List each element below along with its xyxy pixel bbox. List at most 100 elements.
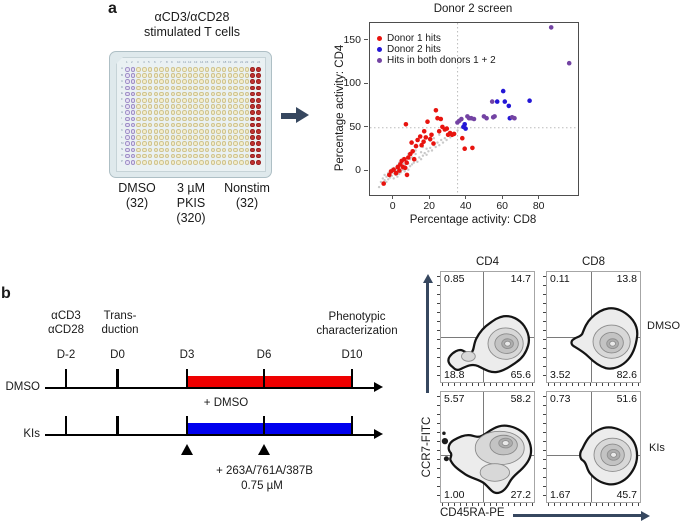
- plate-well: [182, 141, 187, 146]
- timeline-row1-label: DMSO: [5, 381, 41, 393]
- quad-value-lr: 27.2: [510, 489, 531, 501]
- timeline-row2-arrow-icon: [374, 429, 383, 439]
- plate-well: [142, 91, 147, 97]
- plate-well: [136, 73, 141, 78]
- plate-well: [136, 110, 141, 115]
- plate-well: [159, 135, 164, 140]
- plate-well: [170, 160, 176, 165]
- plate-row-letter: D: [120, 86, 123, 89]
- plate-well: [199, 79, 204, 84]
- plate-well: [147, 91, 153, 97]
- kis-dose-label: 0.75 µM: [241, 480, 283, 492]
- plate-well: [210, 91, 216, 97]
- timeline-row2-line: [45, 433, 374, 436]
- plate-well: [153, 129, 159, 134]
- plate-row-letter: L: [120, 135, 123, 139]
- plate-well: [256, 129, 261, 134]
- plate-well: [147, 122, 153, 128]
- plate-col-number: 2: [131, 61, 133, 64]
- plate-well: [125, 91, 130, 97]
- plate-well: [130, 153, 136, 159]
- plate-well: [153, 153, 159, 159]
- scatter-plot-area: [369, 22, 579, 196]
- plate-well: [176, 98, 181, 103]
- plate-well: [233, 104, 238, 109]
- plate-well: [210, 85, 216, 91]
- plate-well: [182, 116, 187, 122]
- contour-plot: [570, 307, 639, 370]
- plate-well: [136, 79, 141, 84]
- timeline-row1-line: [45, 386, 374, 389]
- plate-well: [244, 153, 250, 159]
- timeline-tick: [64, 416, 68, 436]
- contour-plot: [441, 424, 533, 495]
- plate-well: [227, 147, 233, 153]
- plate-well: [176, 67, 181, 72]
- flow-yticks: [543, 276, 546, 380]
- plate-well: [199, 153, 204, 159]
- quadrant-vline: [482, 272, 484, 382]
- plate-well: [250, 135, 255, 140]
- plate-well: [233, 129, 238, 134]
- plate-well: [125, 147, 130, 153]
- plate-well: [147, 104, 153, 109]
- plate-well: [153, 98, 159, 103]
- plate-well: [216, 98, 221, 103]
- plate-well: [193, 122, 198, 128]
- legend-label-both: Hits in both donors 1 + 2: [387, 55, 496, 66]
- plate-well: [199, 129, 204, 134]
- quad-value-ll: 3.52: [550, 369, 571, 381]
- plate-col-number: 3: [137, 61, 139, 64]
- plate-well: [210, 104, 216, 109]
- plate-well: [244, 135, 250, 140]
- plate-well: [244, 129, 250, 134]
- plate-well: [182, 79, 187, 84]
- plate-well: [182, 104, 187, 109]
- plate-well: [210, 160, 216, 165]
- timeline-tick: [116, 416, 119, 436]
- plate-well: [250, 129, 255, 134]
- timeline-day-label: D-2: [56, 349, 76, 361]
- plate-col-number: 15: [205, 61, 209, 64]
- timeline-day-label: D6: [256, 349, 272, 361]
- plate-well: [233, 73, 238, 78]
- flow-xticks: [548, 383, 639, 386]
- plate-well: [142, 67, 147, 72]
- plate-well: [250, 91, 255, 97]
- timeline-tick: [116, 369, 119, 389]
- plate-well: [176, 147, 181, 153]
- ccr7-axis-arrow: [426, 282, 429, 393]
- plate-well: [187, 73, 193, 78]
- plate-well: [216, 147, 221, 153]
- plate-col-number: 21: [239, 61, 243, 64]
- timeline-tick: [262, 416, 266, 436]
- flow-panel-cd4-kis: 5.57 58.2 1.00 27.2: [440, 391, 535, 503]
- plate-well: [147, 116, 153, 122]
- plate-well: [159, 79, 164, 84]
- plate-well: [216, 141, 221, 146]
- plate-well: [193, 141, 198, 146]
- legend-item-donor2: Donor 2 hits: [377, 44, 441, 55]
- plate-well: [199, 160, 204, 165]
- flow-xticks: [442, 503, 533, 506]
- plate-well: [244, 110, 250, 115]
- plate-well: [136, 67, 141, 72]
- timeline-tick: [262, 369, 266, 389]
- plate-well: [187, 79, 193, 84]
- plate-well: [182, 153, 187, 159]
- plate-well: [244, 98, 250, 103]
- plate-well: [250, 98, 255, 103]
- plate-well: [204, 98, 210, 103]
- plate-well: [147, 85, 153, 91]
- plate-well: [250, 141, 255, 146]
- plate-col-number: 10: [176, 61, 181, 64]
- plate-well: [193, 85, 198, 91]
- plate-well: [233, 147, 238, 153]
- plate-well: [250, 67, 255, 72]
- plate-well: [159, 91, 164, 97]
- plate-col-number: 20: [233, 61, 238, 64]
- plate-well: [233, 91, 238, 97]
- plate-well: [250, 79, 255, 84]
- plate-well: [170, 153, 176, 159]
- plate-well: [233, 85, 238, 91]
